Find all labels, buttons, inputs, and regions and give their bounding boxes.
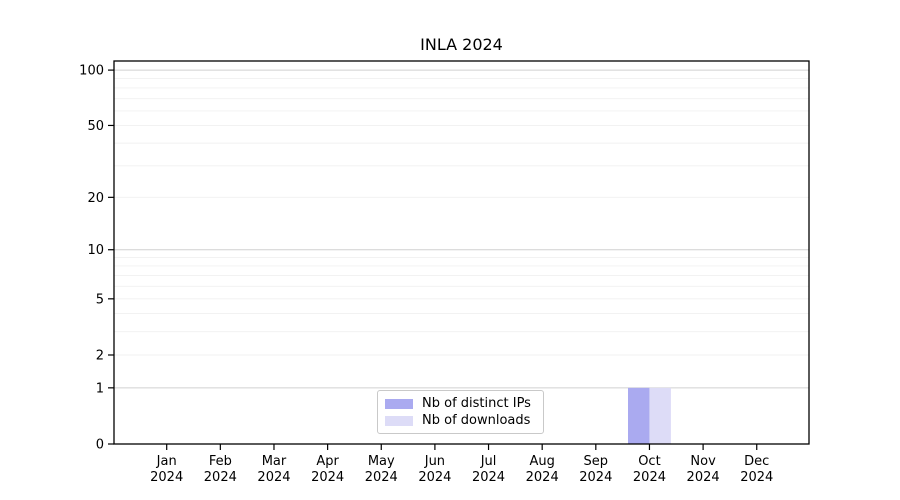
- y-tick-label: 5: [96, 292, 104, 307]
- plot-frame: [113, 60, 810, 445]
- legend-label-distinct-ips: Nb of distinct IPs: [422, 396, 531, 411]
- x-tick-label-year: 2024: [150, 470, 183, 485]
- x-tick-label-month: Sep: [584, 454, 609, 469]
- y-tick-label: 1: [96, 381, 104, 396]
- x-tick-label-month: Nov: [690, 454, 716, 469]
- x-tick-label-month: May: [368, 454, 395, 469]
- legend-item-distinct-ips: Nb of distinct IPs: [385, 395, 535, 412]
- x-tick-label-year: 2024: [257, 470, 290, 485]
- x-tick-label-year: 2024: [311, 470, 344, 485]
- bar-distinct-ips: [628, 387, 650, 444]
- chart-title: INLA 2024: [420, 35, 503, 54]
- y-tick-label: 2: [96, 348, 104, 363]
- x-tick-label-month: Oct: [638, 454, 660, 469]
- x-tick-label-year: 2024: [579, 470, 612, 485]
- y-tick-label: 100: [79, 64, 104, 79]
- x-tick-label-year: 2024: [740, 470, 773, 485]
- x-tick-label-year: 2024: [687, 470, 720, 485]
- x-tick-label-month: Jul: [480, 454, 497, 469]
- y-tick-label: 0: [96, 438, 104, 453]
- x-tick-label-month: Jun: [424, 454, 445, 469]
- legend-label-downloads: Nb of downloads: [422, 413, 531, 428]
- legend-swatch-distinct-ips-icon: [385, 398, 413, 409]
- x-tick-label-month: Aug: [529, 454, 554, 469]
- legend-item-downloads: Nb of downloads: [385, 412, 535, 429]
- legend: Nb of distinct IPs Nb of downloads: [377, 390, 544, 434]
- x-tick-label-month: Feb: [209, 454, 232, 469]
- x-tick-label-year: 2024: [633, 470, 666, 485]
- x-tick-label-year: 2024: [418, 470, 451, 485]
- x-tick-label-year: 2024: [526, 470, 559, 485]
- x-tick-label-month: Mar: [262, 454, 287, 469]
- x-tick-label-year: 2024: [472, 470, 505, 485]
- y-tick-label: 20: [87, 191, 104, 206]
- y-tick-label: 50: [87, 119, 104, 134]
- x-tick-label-month: Dec: [744, 454, 769, 469]
- x-tick-label-year: 2024: [365, 470, 398, 485]
- bar-downloads: [649, 387, 671, 444]
- x-tick-label-month: Jan: [156, 454, 177, 469]
- x-tick-label-month: Apr: [316, 454, 339, 469]
- y-tick-label: 10: [87, 243, 104, 258]
- legend-swatch-downloads-icon: [385, 415, 413, 426]
- x-tick-label-year: 2024: [204, 470, 237, 485]
